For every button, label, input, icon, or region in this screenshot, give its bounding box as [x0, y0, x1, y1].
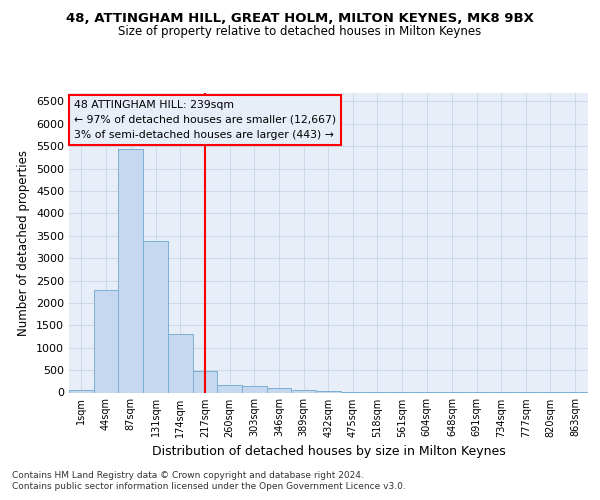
Bar: [143, 240, 168, 392]
Bar: [94, 290, 118, 392]
Text: Contains public sector information licensed under the Open Government Licence v3: Contains public sector information licen…: [12, 482, 406, 491]
Bar: [118, 150, 143, 392]
Bar: [266, 388, 291, 392]
Text: 48 ATTINGHAM HILL: 239sqm
← 97% of detached houses are smaller (12,667)
3% of se: 48 ATTINGHAM HILL: 239sqm ← 97% of detac…: [74, 100, 336, 140]
Bar: [69, 390, 94, 392]
X-axis label: Distribution of detached houses by size in Milton Keynes: Distribution of detached houses by size …: [152, 445, 505, 458]
Bar: [291, 390, 316, 392]
Text: 48, ATTINGHAM HILL, GREAT HOLM, MILTON KEYNES, MK8 9BX: 48, ATTINGHAM HILL, GREAT HOLM, MILTON K…: [66, 12, 534, 26]
Text: Size of property relative to detached houses in Milton Keynes: Size of property relative to detached ho…: [118, 25, 482, 38]
Y-axis label: Number of detached properties: Number of detached properties: [17, 150, 31, 336]
Bar: [242, 386, 266, 392]
Bar: [217, 386, 242, 392]
Bar: [193, 370, 217, 392]
Bar: [168, 334, 193, 392]
Text: Contains HM Land Registry data © Crown copyright and database right 2024.: Contains HM Land Registry data © Crown c…: [12, 471, 364, 480]
Bar: [316, 391, 341, 392]
